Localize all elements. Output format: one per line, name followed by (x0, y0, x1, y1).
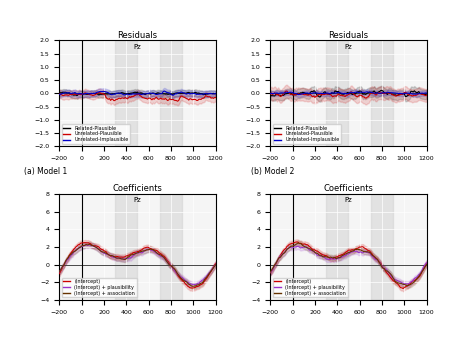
Legend: Related-Plausible, Unrelated-Plausible, Unrelated-Implausible: Related-Plausible, Unrelated-Plausible, … (273, 124, 341, 144)
Text: (b) Model 2: (b) Model 2 (251, 167, 295, 176)
Text: Pz: Pz (134, 43, 141, 50)
Title: Residuals: Residuals (118, 31, 157, 40)
Bar (115, 40, 137, 146)
Text: Pz: Pz (345, 43, 352, 50)
Bar (326, 194, 348, 300)
Text: Pz: Pz (134, 197, 141, 203)
Title: Residuals: Residuals (328, 31, 368, 40)
Bar (326, 40, 348, 146)
Bar (371, 40, 393, 146)
Legend: (Intercept), (Intercept) + plausibility, (Intercept) + association: (Intercept), (Intercept) + plausibility,… (273, 278, 347, 298)
Legend: Related-Plausible, Unrelated-Plausible, Unrelated-Implausible: Related-Plausible, Unrelated-Plausible, … (62, 124, 130, 144)
Bar (371, 194, 393, 300)
Legend: (Intercept), (Intercept) + plausibility, (Intercept) + association: (Intercept), (Intercept) + plausibility,… (62, 278, 137, 298)
Title: Coefficients: Coefficients (112, 184, 163, 193)
Bar (160, 40, 182, 146)
Text: Pz: Pz (345, 197, 352, 203)
Title: Coefficients: Coefficients (323, 184, 374, 193)
Bar (115, 194, 137, 300)
Bar (160, 194, 182, 300)
Text: (a) Model 1: (a) Model 1 (24, 167, 67, 176)
